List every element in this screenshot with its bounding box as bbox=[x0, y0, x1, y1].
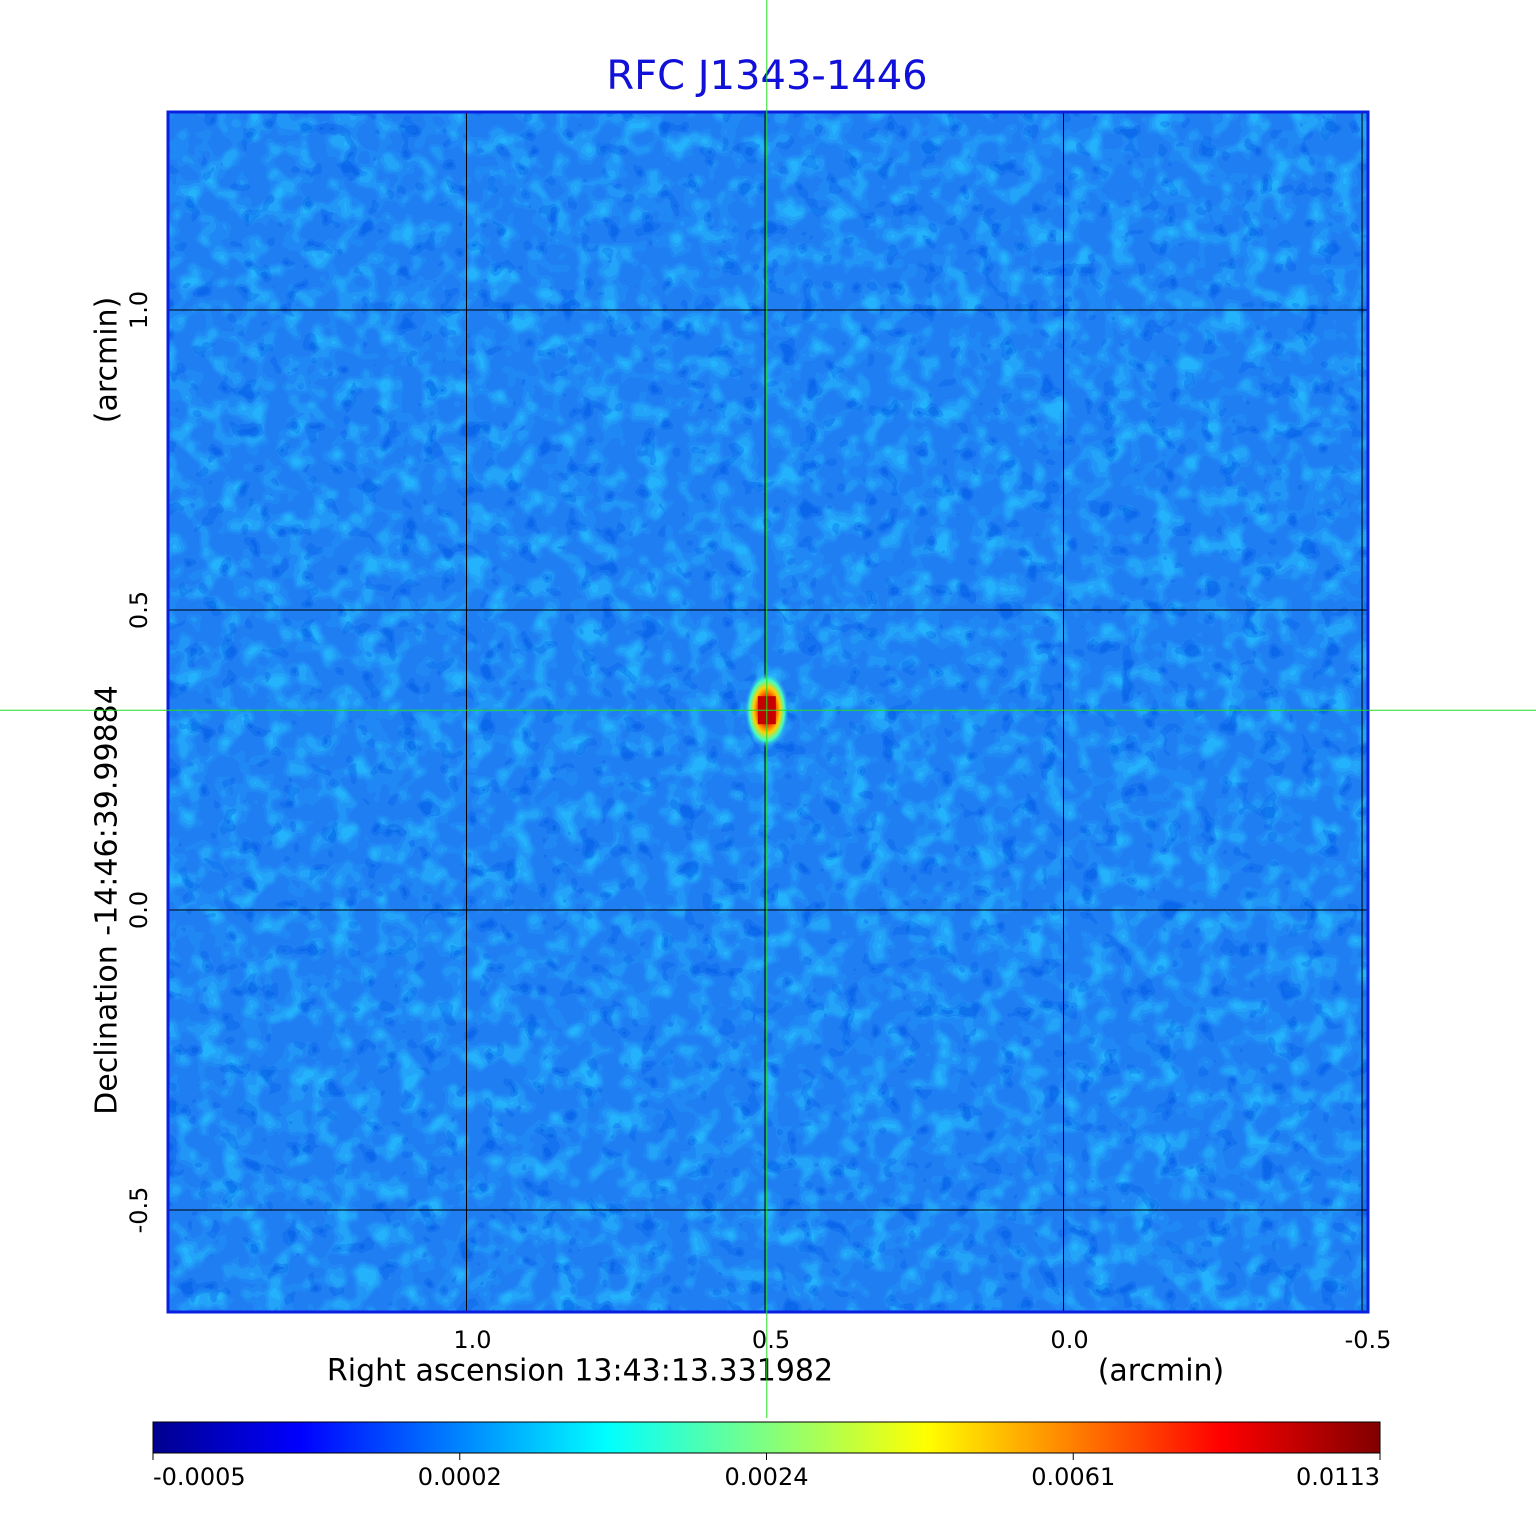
colorbar-tick-label: 0.0061 bbox=[1031, 1463, 1115, 1491]
x-tick-label: 1.0 bbox=[453, 1326, 491, 1354]
grid bbox=[168, 112, 1368, 1312]
colorbar-tick-label: 0.0002 bbox=[418, 1463, 502, 1491]
y-tick-label: -0.5 bbox=[125, 1187, 153, 1234]
colorbar bbox=[152, 1421, 1381, 1454]
colorbar-tick-label: 0.0024 bbox=[725, 1463, 809, 1491]
x-axis-label: Right ascension 13:43:13.331982 bbox=[327, 1354, 833, 1389]
y-tick-label: 1.0 bbox=[125, 291, 153, 329]
x-tick-label: 0.0 bbox=[1050, 1326, 1088, 1354]
colorbar-tick-label: 0.0113 bbox=[1296, 1463, 1380, 1491]
y-axis-unit: (arcmin) bbox=[90, 297, 125, 424]
x-axis-unit: (arcmin) bbox=[1098, 1354, 1225, 1389]
y-tick-label: 0.5 bbox=[125, 591, 153, 629]
x-tick-label: 0.5 bbox=[752, 1326, 790, 1354]
x-tick-label: -0.5 bbox=[1345, 1326, 1392, 1354]
y-tick-label: 0.0 bbox=[125, 891, 153, 929]
colorbar-tick-label: -0.0005 bbox=[153, 1463, 246, 1491]
image-frame bbox=[166, 110, 1370, 1314]
y-axis-label: Declination -14:46:39.99884 bbox=[90, 685, 125, 1115]
